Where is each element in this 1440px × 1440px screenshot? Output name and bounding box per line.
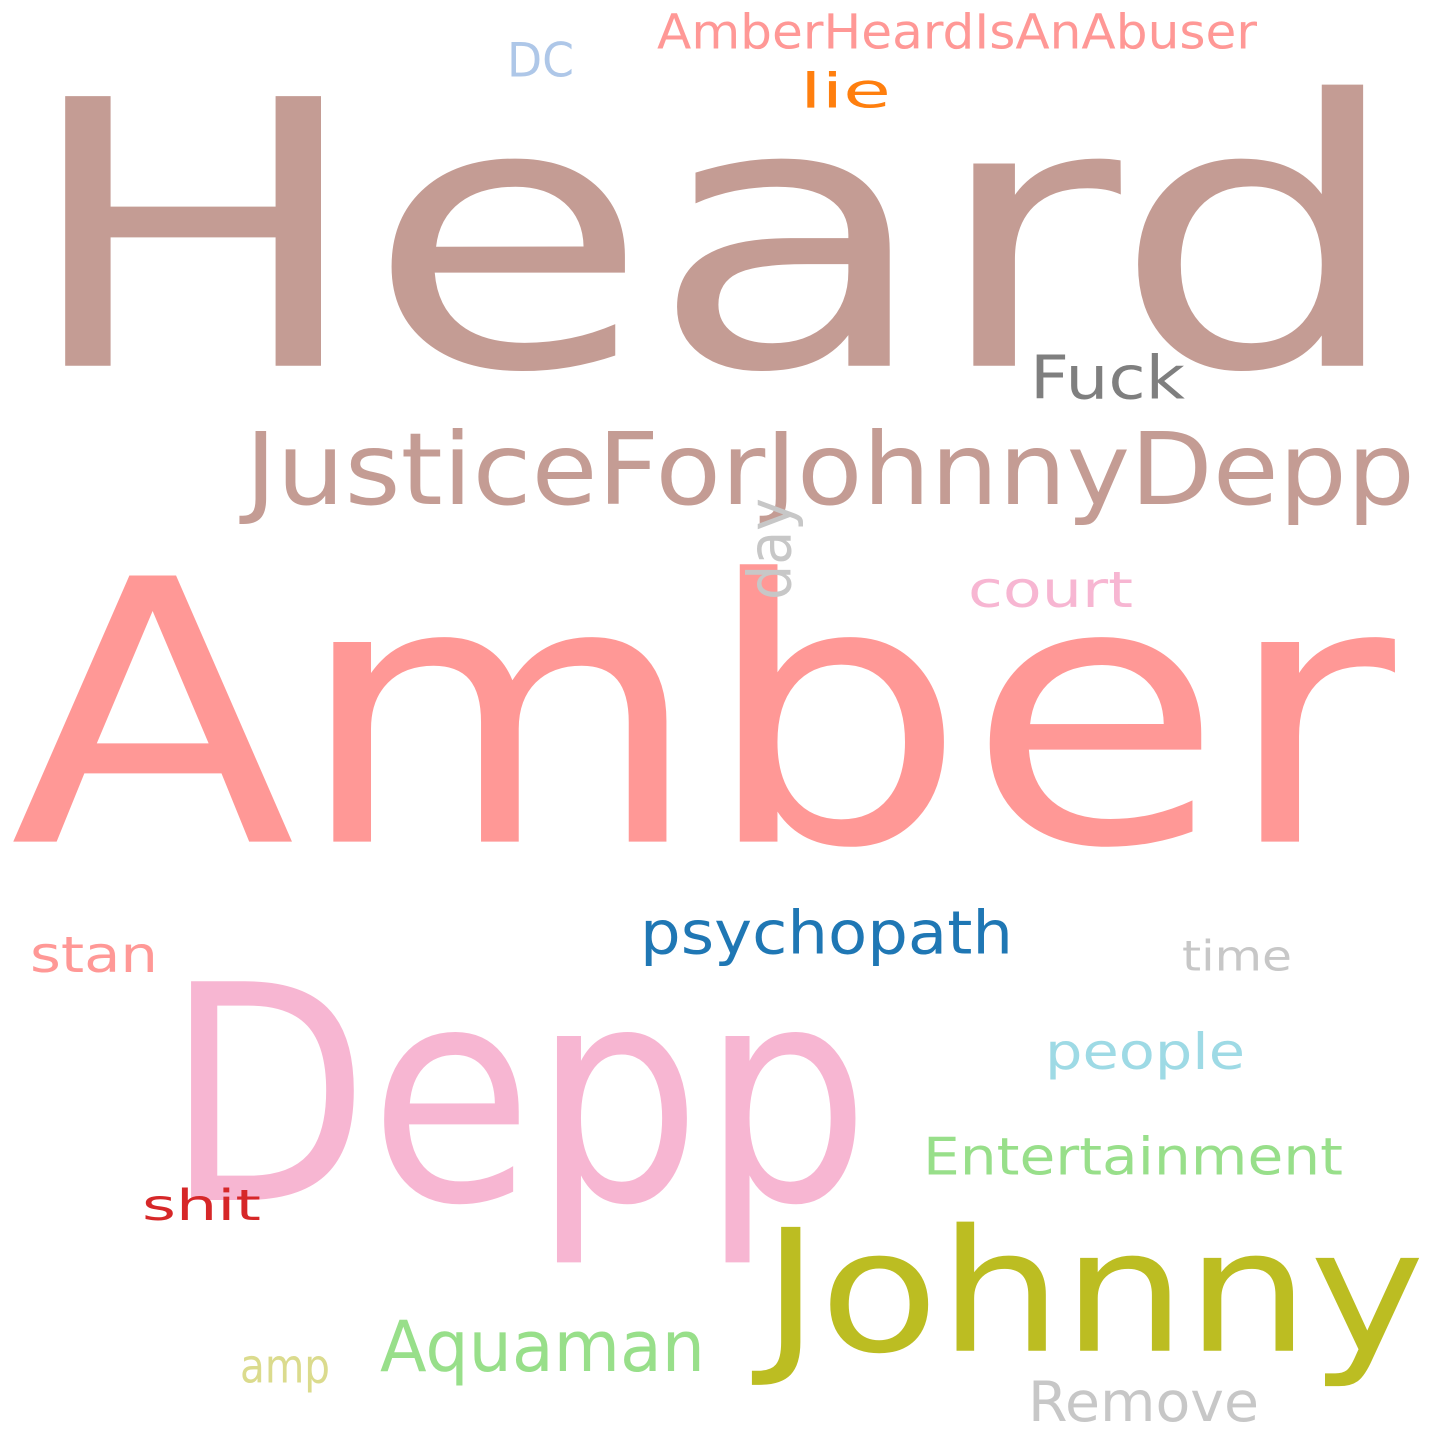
word-shit: shit	[142, 1180, 261, 1231]
word-people: people	[1045, 1022, 1245, 1081]
word-dc: DC	[507, 32, 574, 88]
word-entertainment: Entertainment	[923, 1126, 1343, 1188]
word-amp: amp	[240, 1338, 330, 1394]
word-time: time	[1182, 931, 1292, 981]
word-fuck: Fuck	[1030, 342, 1185, 413]
word-day: day	[734, 498, 805, 600]
word-court: court	[968, 560, 1133, 619]
word-johnny: Johnny	[762, 1192, 1425, 1392]
word-justiceforjohnnydepp: JusticeForJohnnyDepp	[245, 411, 1415, 528]
word-heard: Heard	[20, 21, 1405, 455]
word-aquaman: Aquaman	[380, 1305, 705, 1388]
word-stan: stan	[30, 925, 158, 984]
word-amberheardisanabuser: AmberHeardIsAnAbuser	[657, 3, 1257, 60]
word-remove: Remove	[1028, 1370, 1259, 1435]
word-amber: Amber	[10, 502, 1395, 930]
word-lie: lie	[800, 62, 891, 119]
word-psychopath: psychopath	[640, 897, 1013, 968]
word-depp: Depp	[165, 921, 870, 1272]
